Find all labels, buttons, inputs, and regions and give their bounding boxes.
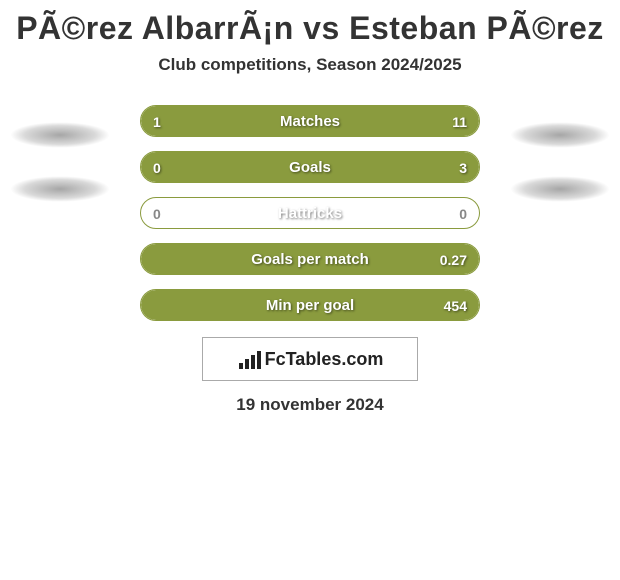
- stat-label: Hattricks: [141, 198, 479, 229]
- stat-label: Min per goal: [141, 290, 479, 321]
- stat-row: 1Matches11: [140, 105, 480, 137]
- logo-box[interactable]: FcTables.com: [202, 337, 418, 381]
- stat-right-value: 3: [459, 152, 467, 183]
- comparison-card: PÃ©rez AlbarrÃ¡n vs Esteban PÃ©rez Club …: [0, 0, 620, 415]
- avatar-shadow-left-2: [10, 176, 110, 202]
- subtitle: Club competitions, Season 2024/2025: [0, 55, 620, 105]
- stat-row: 0Goals3: [140, 151, 480, 183]
- avatar-shadow-right-2: [510, 176, 610, 202]
- bars-icon: [237, 347, 261, 371]
- stat-row: Min per goal454: [140, 289, 480, 321]
- stat-right-value: 11: [452, 106, 467, 137]
- stat-right-value: 454: [444, 290, 467, 321]
- stat-label: Matches: [141, 106, 479, 137]
- stat-row: Goals per match0.27: [140, 243, 480, 275]
- logo-text: FcTables.com: [265, 349, 384, 370]
- stat-label: Goals per match: [141, 244, 479, 275]
- avatar-shadow-left-1: [10, 122, 110, 148]
- stat-label: Goals: [141, 152, 479, 183]
- stat-row: 0Hattricks0: [140, 197, 480, 229]
- stat-right-value: 0: [459, 198, 467, 229]
- date: 19 november 2024: [0, 391, 620, 415]
- avatar-shadow-right-1: [510, 122, 610, 148]
- title: PÃ©rez AlbarrÃ¡n vs Esteban PÃ©rez: [0, 0, 620, 55]
- stat-right-value: 0.27: [440, 244, 467, 275]
